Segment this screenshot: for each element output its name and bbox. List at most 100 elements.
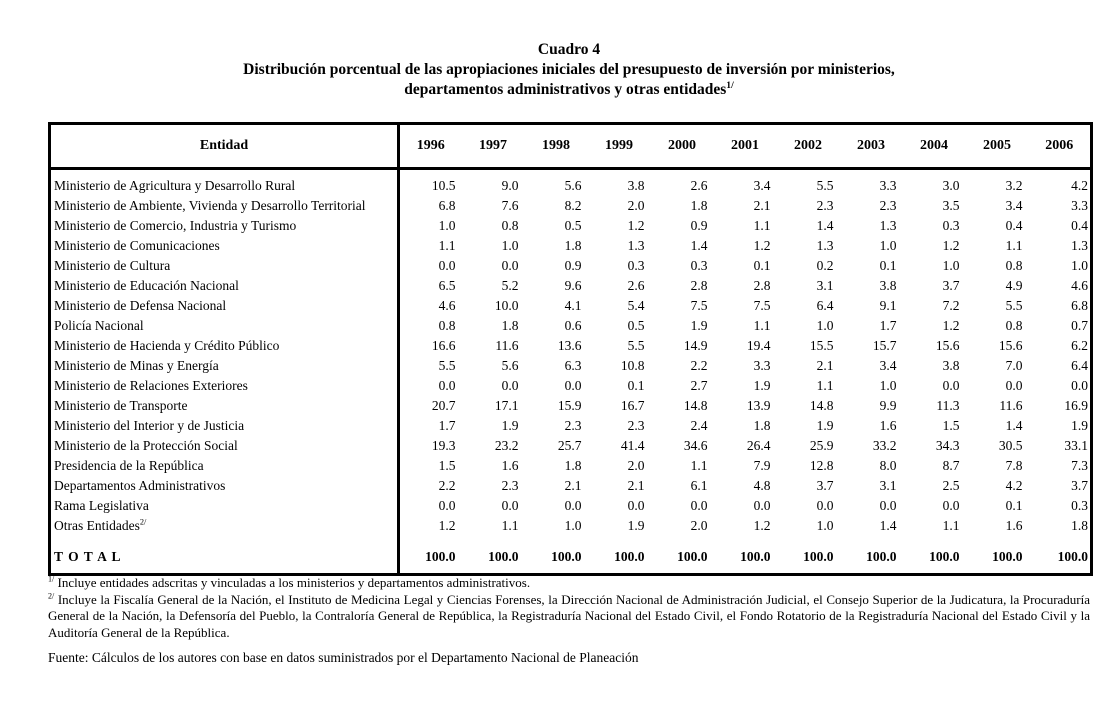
value-cell: 100.0 xyxy=(866,549,897,564)
value-cell: 1.7 xyxy=(879,318,897,333)
footnotes-block: 1/ Incluye entidades adscritas y vincula… xyxy=(48,575,1090,641)
value-cell: 23.2 xyxy=(494,438,519,453)
value-cell: 1.2 xyxy=(942,238,960,253)
value-cell: 0.6 xyxy=(564,318,582,333)
value-cell: 0.3 xyxy=(627,258,645,273)
value-cell: 1.9 xyxy=(816,418,834,433)
value-cell: 7.0 xyxy=(1005,358,1023,373)
value-cell: 100.0 xyxy=(740,549,771,564)
value-cell: 2.8 xyxy=(690,278,708,293)
value-cell: 1.1 xyxy=(942,518,960,533)
value-cell: 1.7 xyxy=(438,418,456,433)
value-cell: 8.7 xyxy=(942,458,960,473)
value-cell: 8.2 xyxy=(564,198,582,213)
value-cell: 15.5 xyxy=(809,338,834,353)
footnote-2-text: Incluye la Fiscalía General de la Nación… xyxy=(48,591,1090,640)
value-cell: 2.6 xyxy=(690,178,708,193)
value-cell: 19.4 xyxy=(746,338,771,353)
table-row: Ministerio de Minas y Energía 5.5 5.6 6.3 10… xyxy=(49,356,1092,376)
value-cell: 6.4 xyxy=(1071,358,1088,373)
value-cell: 1.4 xyxy=(1005,418,1023,433)
value-cell: 2.2 xyxy=(438,478,456,493)
value-cell: 1.8 xyxy=(1071,518,1088,533)
entity-cell: Ministerio de Comercio, Industria y Turi… xyxy=(49,216,400,236)
value-cell: 6.1 xyxy=(690,478,708,493)
percent-distribution-table: Entidad 1996 1997 1998 1999 2000 2001 2002 2003… xyxy=(48,122,1093,576)
value-cell: 2.3 xyxy=(501,478,519,493)
value-cell: 3.1 xyxy=(879,478,897,493)
value-cell: 2.4 xyxy=(690,418,708,433)
value-cell: 2.1 xyxy=(753,198,771,213)
value-cell: 0.8 xyxy=(501,218,519,233)
value-cell: 3.5 xyxy=(942,198,960,213)
value-cell: 14.8 xyxy=(809,398,834,413)
entity-cell: Ministerio de Defensa Nacional xyxy=(49,296,400,316)
table-row: Ministerio de la Protección Social 19.3 23… xyxy=(49,436,1092,456)
value-cell: 3.3 xyxy=(753,358,771,373)
table-row: Ministerio de Transporte 20.7 17.1 15.9 16.7… xyxy=(49,396,1092,416)
entity-column-header: Entidad xyxy=(49,123,400,170)
value-cell: 3.1 xyxy=(816,278,834,293)
value-cell: 6.4 xyxy=(816,298,834,313)
value-cell: 0.0 xyxy=(438,498,456,513)
value-cell: 2.1 xyxy=(564,478,582,493)
value-cell: 5.2 xyxy=(501,278,519,293)
value-cell: 2.0 xyxy=(627,198,645,213)
value-cell: 1.0 xyxy=(1071,258,1088,273)
entity-cell: Ministerio de Educación Nacional xyxy=(49,276,400,296)
year-header: 2001 xyxy=(713,123,777,170)
value-cell: 0.0 xyxy=(753,498,771,513)
value-cell: 0.1 xyxy=(1005,498,1023,513)
value-cell: 16.6 xyxy=(431,338,456,353)
value-cell: 7.8 xyxy=(1005,458,1023,473)
value-cell: 6.5 xyxy=(438,278,456,293)
value-cell: 0.0 xyxy=(438,378,456,393)
value-cell: 0.9 xyxy=(564,258,582,273)
value-cell: 7.3 xyxy=(1071,458,1088,473)
value-cell: 3.4 xyxy=(1005,198,1023,213)
value-cell: 1.5 xyxy=(438,458,456,473)
value-cell: 1.1 xyxy=(1005,238,1023,253)
table-row: Ministerio de Agricultura y Desarrollo R… xyxy=(49,168,1092,196)
value-cell: 26.4 xyxy=(746,438,771,453)
value-cell: 1.2 xyxy=(438,518,456,533)
table-row: Ministerio del Interior y de Justicia 1.7… xyxy=(49,416,1092,436)
value-cell: 1.3 xyxy=(627,238,645,253)
value-cell: 9.9 xyxy=(879,398,897,413)
value-cell: 0.1 xyxy=(627,378,645,393)
value-cell: 100.0 xyxy=(488,549,519,564)
value-cell: 2.1 xyxy=(816,358,834,373)
value-cell: 7.5 xyxy=(690,298,708,313)
entity-cell: Ministerio de Comunicaciones xyxy=(49,236,400,256)
value-cell: 10.5 xyxy=(431,178,456,193)
value-cell: 1.8 xyxy=(690,198,708,213)
value-cell: 0.0 xyxy=(1005,378,1023,393)
value-cell: 1.8 xyxy=(501,318,519,333)
footnote-2: 2/ Incluye la Fiscalía General de la Nac… xyxy=(48,592,1090,642)
value-cell: 0.8 xyxy=(1005,318,1023,333)
value-cell: 4.2 xyxy=(1005,478,1023,493)
value-cell: 11.6 xyxy=(495,338,519,353)
value-cell: 11.3 xyxy=(936,398,960,413)
value-cell: 100.0 xyxy=(614,549,645,564)
table-title-block: Cuadro 4 Distribución porcentual de las … xyxy=(48,40,1090,100)
value-cell: 3.8 xyxy=(942,358,960,373)
value-cell: 4.6 xyxy=(438,298,456,313)
entity-cell: Departamentos Administrativos xyxy=(49,476,400,496)
table-row: Rama Legislativa 0.0 0.0 0.0 0.0 0.0 0.0 0.0 0.0… xyxy=(49,496,1092,516)
value-cell: 33.1 xyxy=(1064,438,1088,453)
value-cell: 1.9 xyxy=(501,418,519,433)
year-header: 1997 xyxy=(461,123,525,170)
value-cell: 4.6 xyxy=(1071,278,1088,293)
value-cell: 10.0 xyxy=(494,298,519,313)
value-cell: 100.0 xyxy=(551,549,582,564)
value-cell: 0.0 xyxy=(501,498,519,513)
value-cell: 7.2 xyxy=(942,298,960,313)
value-cell: 1.1 xyxy=(690,458,708,473)
value-cell: 1.4 xyxy=(879,518,897,533)
value-cell: 4.2 xyxy=(1071,178,1088,193)
value-cell: 0.3 xyxy=(1071,498,1088,513)
year-header: 1996 xyxy=(398,123,462,170)
table-row: Ministerio de Comercio, Industria y Turi… xyxy=(49,216,1092,236)
value-cell: 1.1 xyxy=(501,518,519,533)
